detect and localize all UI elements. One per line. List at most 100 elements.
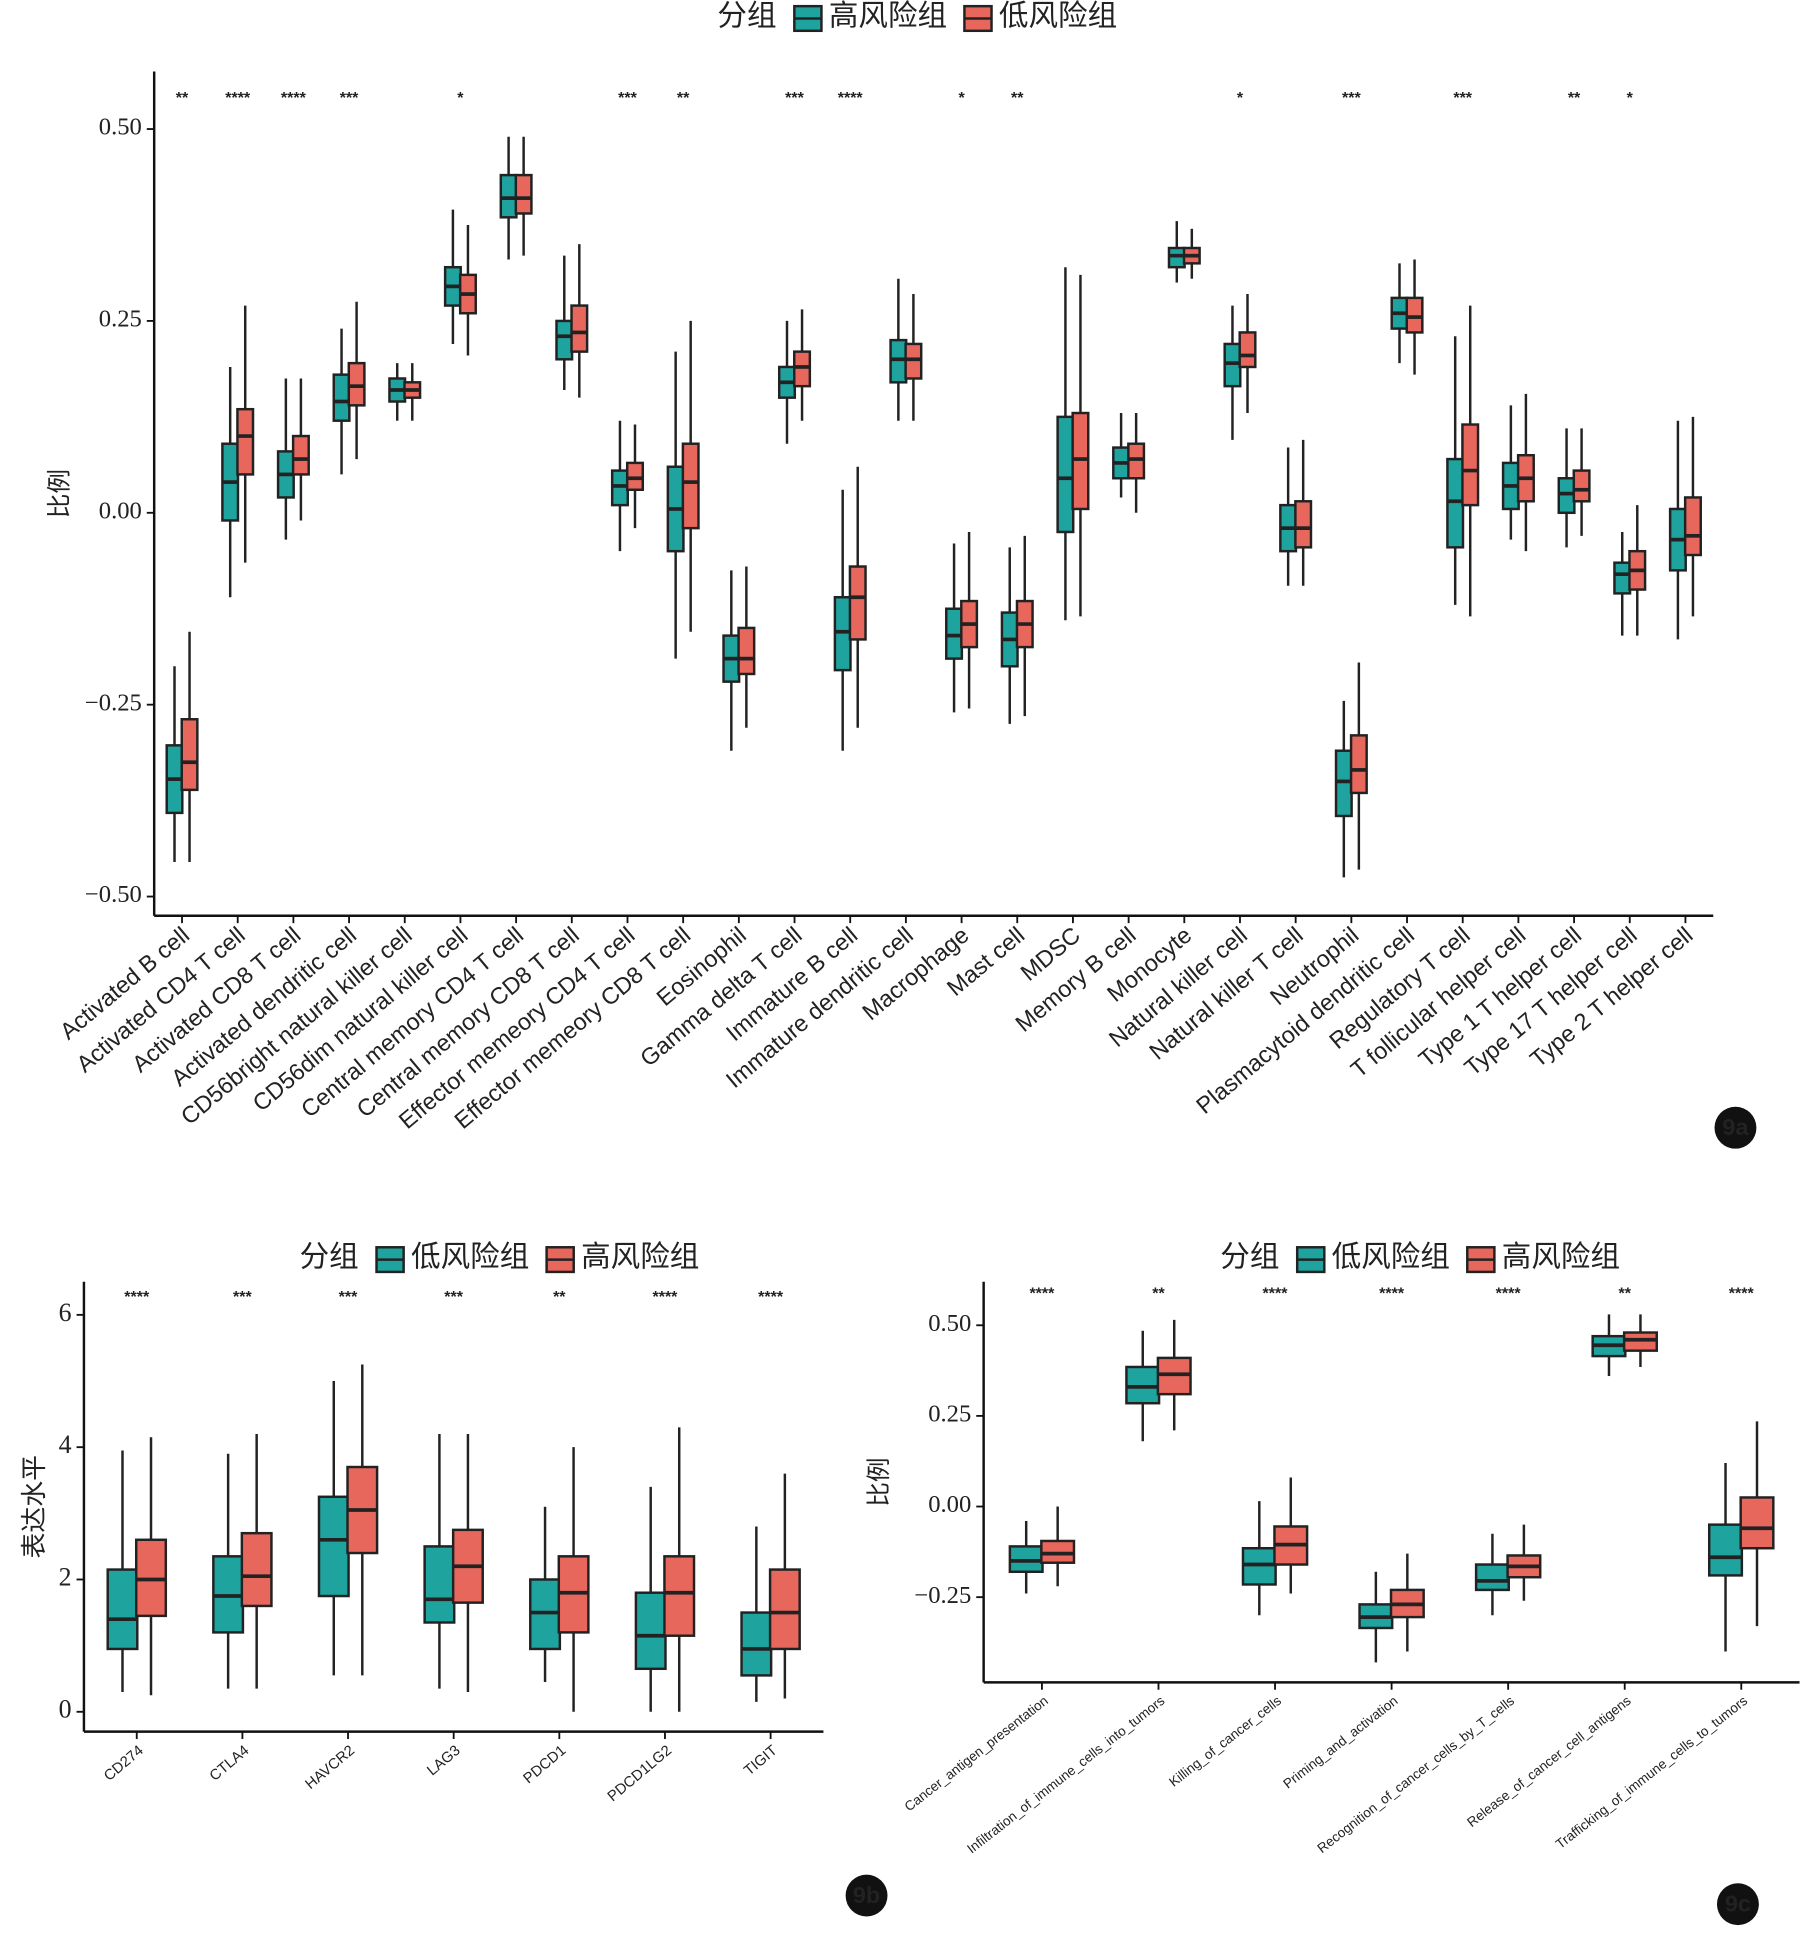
significance-label: * (457, 89, 464, 107)
legend-title: 分组 (717, 0, 776, 32)
box (889, 338, 908, 384)
box (663, 1555, 696, 1637)
box (317, 1495, 350, 1598)
box (1446, 457, 1465, 549)
significance-label: ** (1011, 89, 1024, 107)
x-tick-label: HAVCR2 (303, 1743, 358, 1793)
x-tick-label: PDCD1 (521, 1743, 570, 1787)
box (570, 304, 589, 353)
box (291, 434, 310, 476)
significance-label: **** (652, 1288, 678, 1306)
x-tick-label: Priming_and_activation (1280, 1693, 1400, 1792)
x-tick-label: PDCD1LG2 (605, 1743, 675, 1805)
panel-label: 9b (853, 1882, 880, 1908)
box (1557, 477, 1576, 515)
y-tick-label: 0.50 (99, 114, 142, 141)
box (1683, 496, 1702, 557)
panel-badge (845, 1874, 888, 1917)
significance-label: *** (618, 89, 637, 107)
y-tick-label: 6 (59, 1298, 72, 1327)
box (1127, 442, 1146, 480)
y-tick-label: −0.50 (85, 881, 142, 908)
panel-badge (1714, 1106, 1757, 1149)
significance-label: * (958, 89, 965, 107)
box (1613, 561, 1632, 595)
box (332, 373, 351, 422)
box (236, 407, 255, 476)
y-tick-label: 0.00 (99, 497, 142, 524)
y-axis-label: 表达水平 (20, 1455, 49, 1559)
box (793, 350, 812, 388)
significance-label: ** (1568, 89, 1581, 107)
significance-label: *** (444, 1288, 463, 1306)
y-tick-label: −0.25 (85, 689, 142, 716)
x-tick-label: CD274 (101, 1743, 146, 1785)
y-axis-label: 比例 (45, 469, 73, 518)
box (1461, 423, 1480, 507)
significance-label: *** (339, 1288, 358, 1306)
x-tick-label: CTLA4 (207, 1743, 252, 1785)
box (1572, 469, 1591, 503)
significance-label: * (1627, 89, 1634, 107)
x-tick-label: Infiltration_of_immune_cells_into_tumors (964, 1693, 1167, 1857)
legend-label: 低风险组 (1332, 1240, 1450, 1273)
box (610, 469, 629, 507)
significance-label: **** (1496, 1284, 1522, 1302)
box (1238, 331, 1257, 369)
x-tick-label: Killing_of_cancer_cells (1166, 1693, 1284, 1790)
box (1167, 246, 1186, 269)
y-tick-label: 0 (59, 1695, 72, 1724)
x-tick-label: LAG3 (424, 1743, 463, 1780)
x-tick-label: Trafficking_of_immune_cells_to_tumors (1553, 1693, 1750, 1852)
legend-title: 分组 (1220, 1240, 1279, 1273)
y-axis-label: 比例 (865, 1457, 893, 1506)
y-tick-label: 0.25 (99, 306, 142, 333)
y-tick-label: 4 (59, 1430, 72, 1459)
box (1294, 500, 1313, 549)
box (499, 173, 518, 219)
box (833, 595, 852, 672)
box (514, 173, 533, 215)
box (634, 1591, 667, 1671)
x-tick-label: Recognition_of_cancer_cells_by_T_cells (1314, 1693, 1517, 1856)
legend-label: 高风险组 (581, 1240, 699, 1273)
significance-label: * (1237, 89, 1244, 107)
significance-label: **** (124, 1288, 150, 1306)
legend-label: 低风险组 (411, 1240, 529, 1273)
panel-label: 9c (1725, 1891, 1751, 1917)
y-tick-label: 0.50 (928, 1310, 971, 1337)
y-tick-label: 2 (59, 1562, 72, 1591)
box (681, 442, 700, 530)
significance-label: ** (1152, 1284, 1165, 1302)
significance-label: *** (233, 1288, 252, 1306)
box (555, 319, 574, 361)
box (1739, 1496, 1775, 1550)
box (1707, 1523, 1744, 1577)
significance-label: ** (176, 89, 189, 107)
significance-label: ** (553, 1288, 566, 1306)
box (1334, 749, 1353, 818)
box (1474, 1563, 1510, 1592)
box (740, 1611, 773, 1677)
significance-label: **** (1263, 1284, 1289, 1302)
box (106, 1568, 139, 1651)
significance-label: *** (340, 89, 359, 107)
box (1071, 411, 1090, 511)
box (347, 361, 366, 407)
box (1349, 734, 1368, 795)
significance-label: **** (1729, 1284, 1755, 1302)
box (1405, 296, 1424, 334)
box (1056, 415, 1075, 534)
significance-label: *** (1342, 89, 1361, 107)
box (848, 565, 867, 641)
box (1223, 342, 1242, 388)
box (423, 1545, 456, 1624)
significance-label: **** (281, 89, 307, 107)
y-tick-label: 0.00 (928, 1491, 971, 1518)
legend-label: 高风险组 (1502, 1240, 1620, 1273)
box (180, 718, 199, 792)
y-tick-label: −0.25 (914, 1582, 971, 1609)
box (904, 342, 923, 380)
box (945, 607, 964, 660)
panel-label: 9a (1722, 1114, 1749, 1140)
